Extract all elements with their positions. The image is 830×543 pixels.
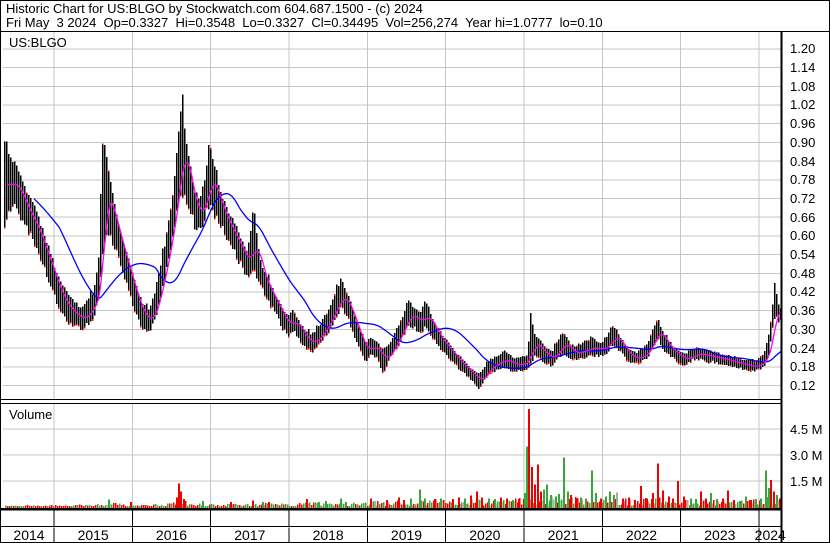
price-axis-label: 0.42 <box>790 284 816 300</box>
price-axis-label: 0.60 <box>790 228 816 244</box>
year-label: 2015 <box>77 527 109 543</box>
volume-axis-label: 3.0 M <box>790 447 823 463</box>
year-label: 2022 <box>625 527 658 543</box>
price-axis-label: 1.20 <box>790 41 816 57</box>
price-axis-label: 0.72 <box>790 190 816 206</box>
quote-summary-line: Fri May 3 2024 Op=0.3327 Hi=0.3548 Lo=0.… <box>6 15 603 30</box>
price-axis-label: 0.96 <box>790 116 816 132</box>
year-label: 2017 <box>234 527 266 543</box>
year-label: 2016 <box>155 527 188 543</box>
year-label: 2014 <box>13 527 45 543</box>
price-axis-label: 1.14 <box>790 60 816 76</box>
volume-axis-label: 4.5 M <box>790 421 823 437</box>
price-axis-label: 0.48 <box>790 265 816 281</box>
year-label: 2023 <box>704 527 736 543</box>
price-axis-label: 0.12 <box>790 378 816 393</box>
price-axis-label: 0.36 <box>790 303 816 319</box>
price-axis-label: 0.24 <box>790 340 816 356</box>
price-axis-label: 0.66 <box>790 209 816 225</box>
price-axis-label: 0.30 <box>790 321 816 337</box>
year-label: 2019 <box>390 527 423 543</box>
price-axis-label: 0.90 <box>790 134 816 150</box>
volume-panel-label: Volume <box>9 407 53 422</box>
year-label: 2024 <box>754 527 786 543</box>
year-label: 2018 <box>312 527 344 543</box>
price-axis-label: 0.78 <box>790 172 816 188</box>
volume-axis-label: 1.5 M <box>790 473 823 489</box>
price-axis-label: 1.08 <box>790 78 816 94</box>
price-axis-label: 0.18 <box>790 359 816 375</box>
symbol-label: US:BLGO <box>9 35 67 50</box>
year-label: 2021 <box>547 527 579 543</box>
year-label: 2020 <box>469 527 501 543</box>
price-axis-label: 1.02 <box>790 97 816 113</box>
price-axis-label: 0.84 <box>790 153 816 169</box>
price-axis-label: 0.54 <box>790 247 816 263</box>
chart-title: Historic Chart for US:BLGO by Stockwatch… <box>6 1 423 16</box>
